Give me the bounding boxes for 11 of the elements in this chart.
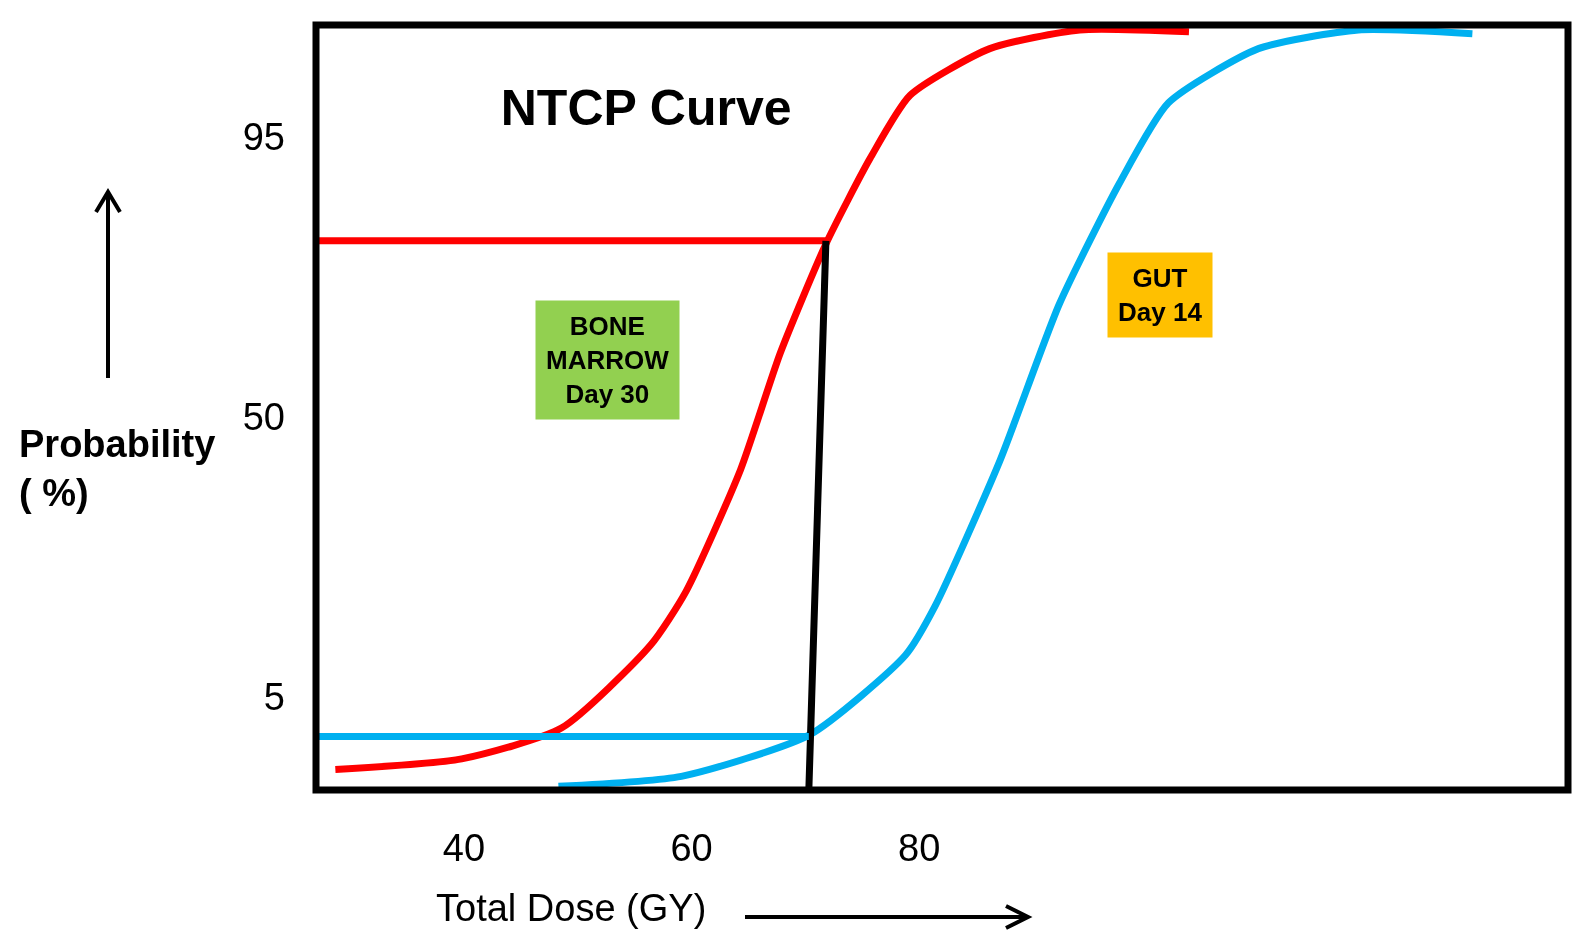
x-tick-label: 80 bbox=[898, 827, 941, 869]
annotation: BONE MARROW Day 30 bbox=[546, 311, 670, 409]
y-tick-label: 95 bbox=[242, 116, 285, 159]
x-tick-label: 60 bbox=[670, 827, 713, 869]
annotation: GUT Day 14 bbox=[1118, 263, 1203, 327]
y-tick-label: 50 bbox=[242, 396, 285, 439]
y-tick-label: 5 bbox=[263, 676, 285, 719]
x-axis-title: Total Dose (GY) bbox=[436, 887, 707, 929]
x-tick-label: 40 bbox=[442, 827, 486, 869]
text: NTCP Curve bbox=[500, 80, 792, 137]
y-axis-title: Probability ( %) bbox=[19, 423, 216, 515]
